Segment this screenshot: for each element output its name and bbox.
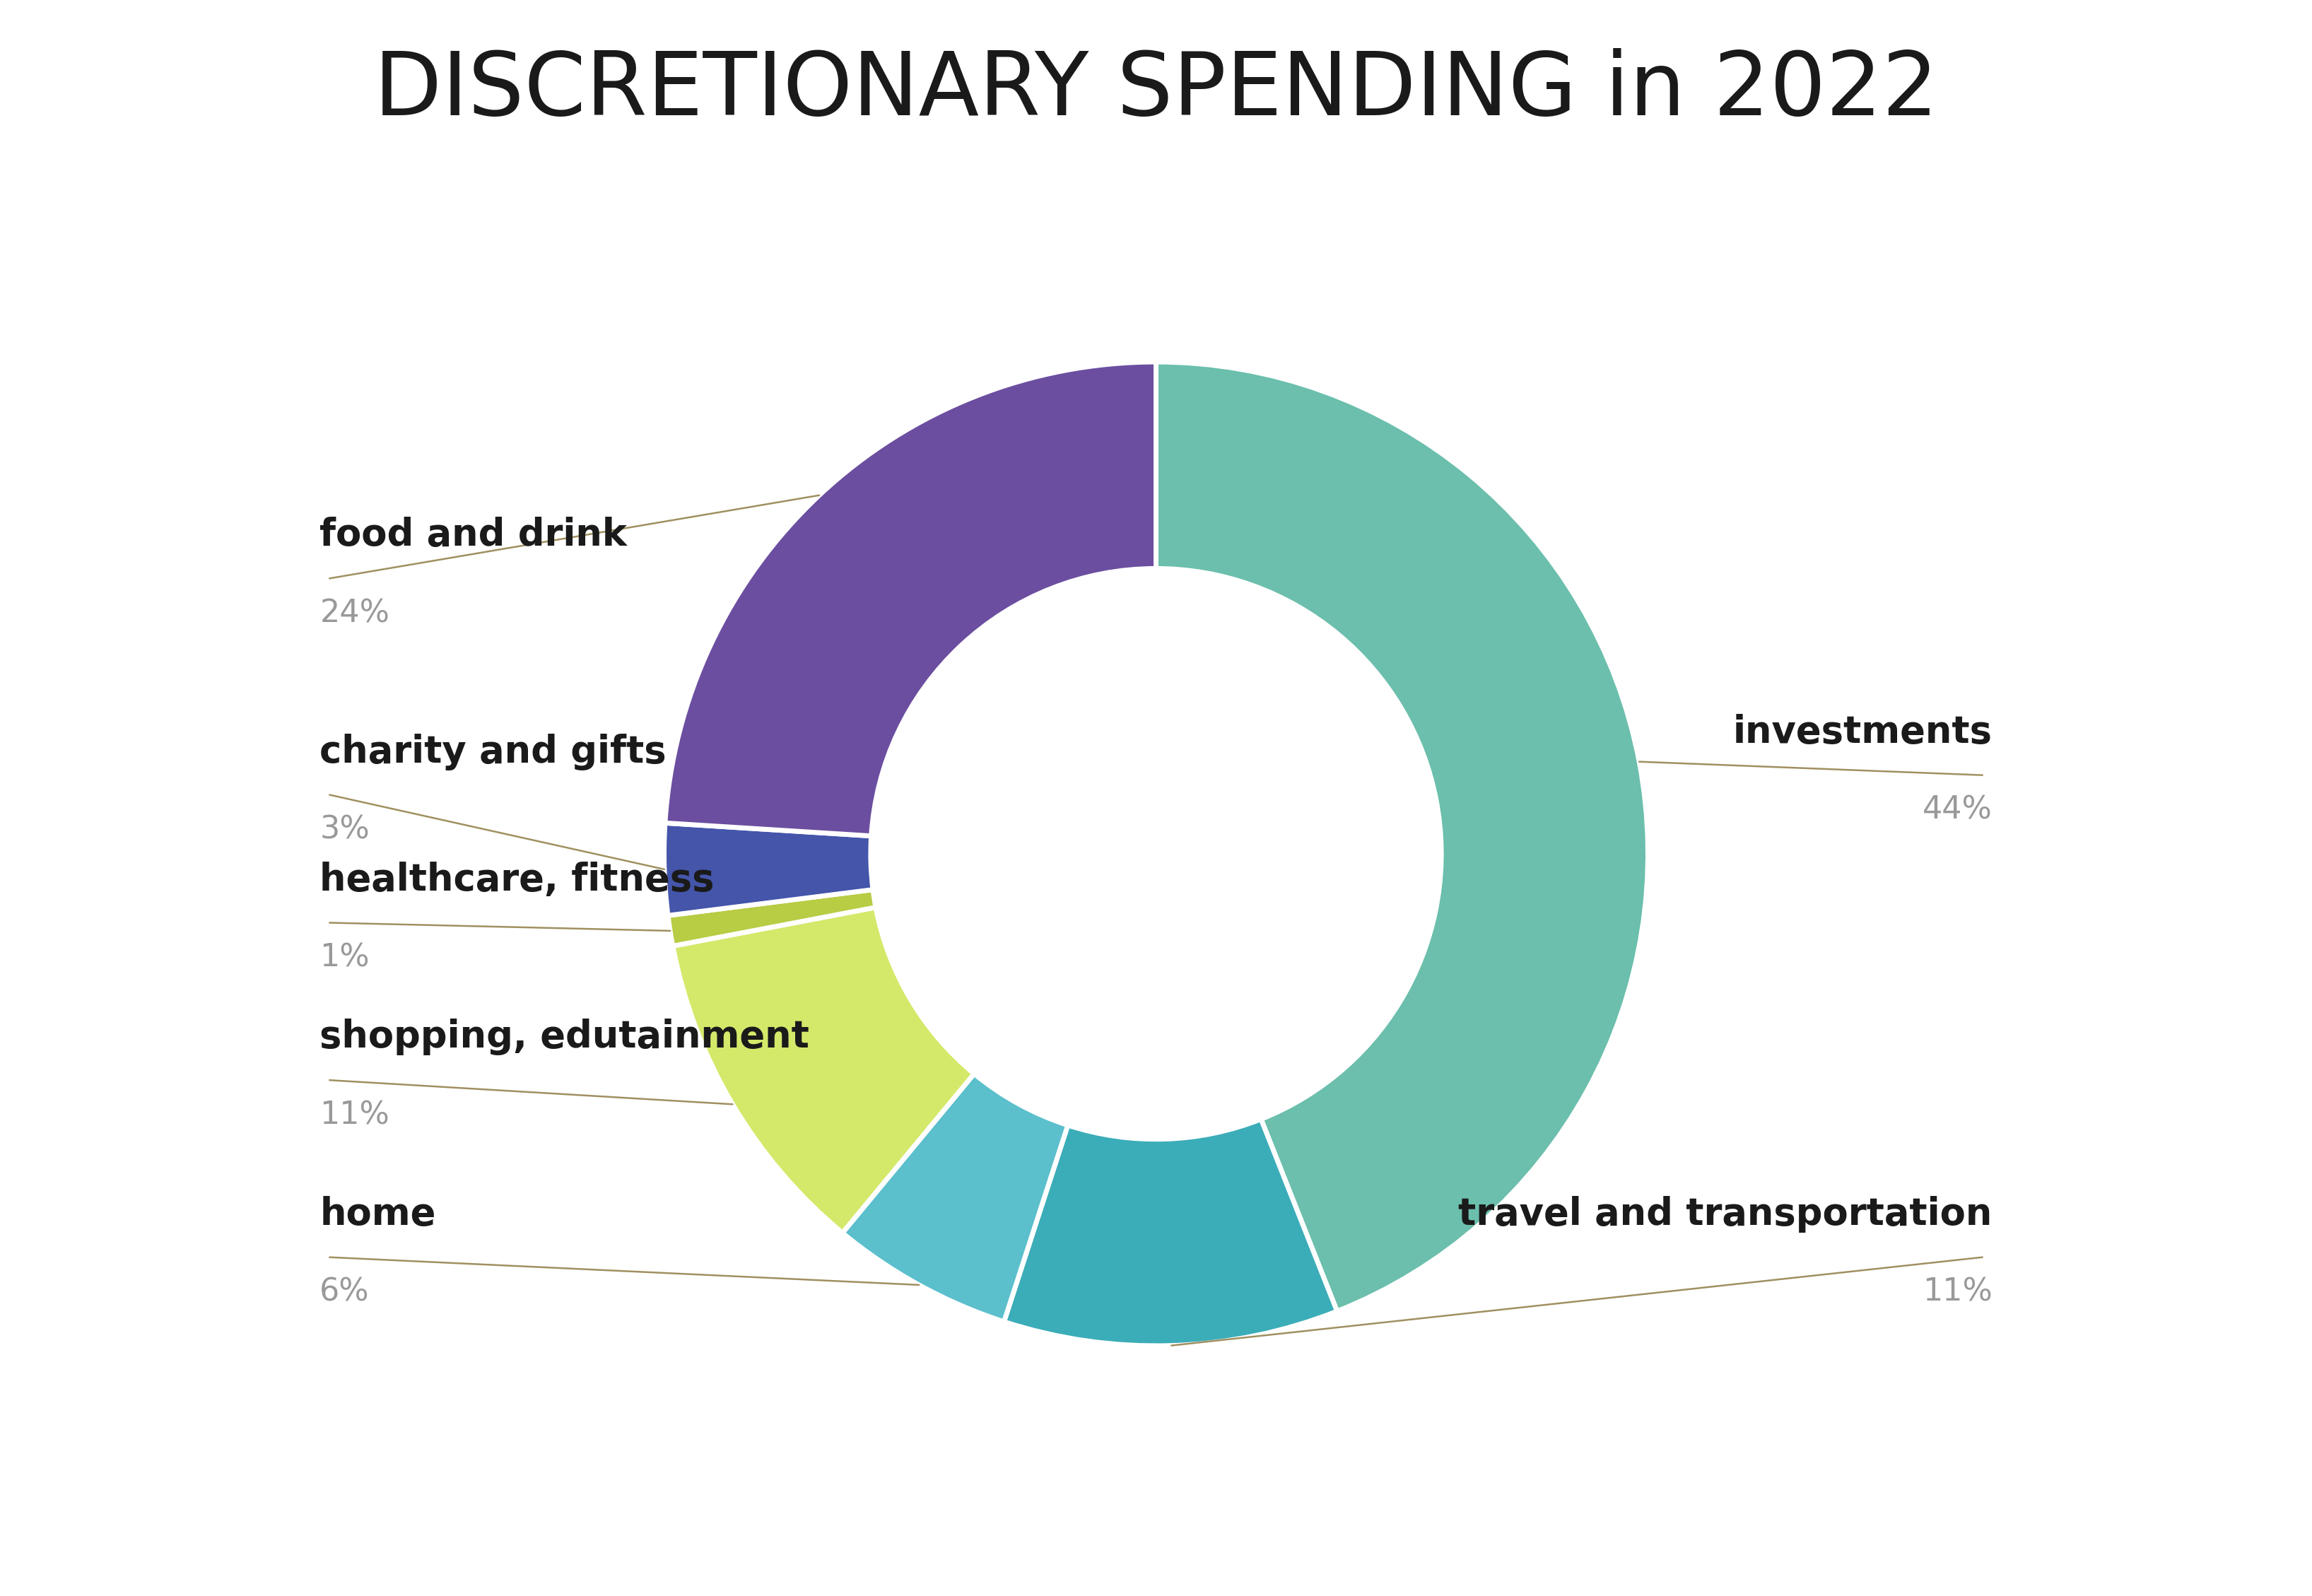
Text: home: home <box>319 1195 437 1232</box>
Text: investments: investments <box>1734 713 1993 750</box>
Text: 11%: 11% <box>1921 1277 1993 1307</box>
Wedge shape <box>1156 362 1648 1312</box>
Text: shopping, edutainment: shopping, edutainment <box>319 1018 809 1055</box>
Wedge shape <box>668 889 876 946</box>
Text: 3%: 3% <box>319 814 370 844</box>
Text: food and drink: food and drink <box>319 517 627 554</box>
Wedge shape <box>1003 1119 1336 1345</box>
Text: travel and transportation: travel and transportation <box>1459 1195 1993 1232</box>
Text: 6%: 6% <box>319 1277 370 1307</box>
Wedge shape <box>664 824 874 916</box>
Wedge shape <box>666 362 1156 836</box>
Text: healthcare, fitness: healthcare, fitness <box>319 862 714 899</box>
Wedge shape <box>842 1074 1068 1321</box>
Text: charity and gifts: charity and gifts <box>319 734 666 771</box>
Text: 44%: 44% <box>1921 795 1993 825</box>
Text: 1%: 1% <box>319 942 370 974</box>
Text: DISCRETIONARY SPENDING in 2022: DISCRETIONARY SPENDING in 2022 <box>375 48 1937 134</box>
Wedge shape <box>673 907 973 1232</box>
Text: 11%: 11% <box>319 1100 391 1130</box>
Text: 24%: 24% <box>319 598 391 629</box>
